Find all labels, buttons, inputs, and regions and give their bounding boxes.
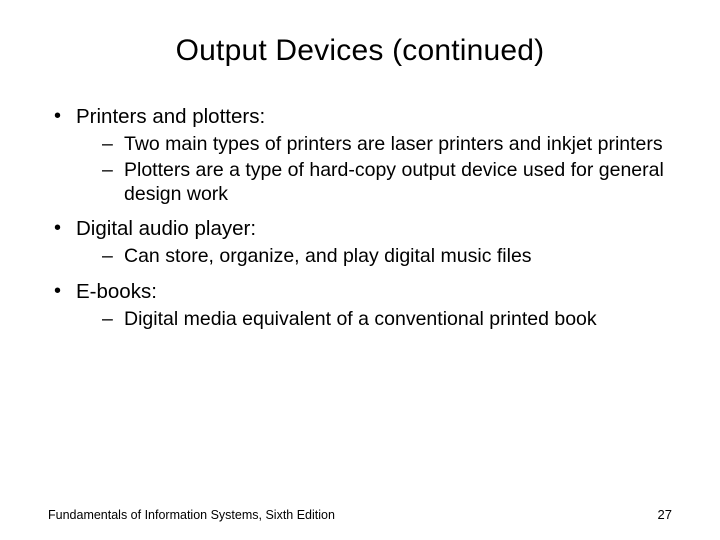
bullet-item: Printers and plotters: Two main types of… xyxy=(48,104,672,206)
sub-bullet-item: Can store, organize, and play digital mu… xyxy=(102,245,672,269)
sub-bullet-text: Two main types of printers are laser pri… xyxy=(124,133,663,155)
sub-bullet-list: Can store, organize, and play digital mu… xyxy=(76,245,672,269)
sub-bullet-list: Digital media equivalent of a convention… xyxy=(76,308,672,332)
bullet-text: E-books: xyxy=(76,280,157,303)
sub-bullet-text: Digital media equivalent of a convention… xyxy=(124,308,597,330)
slide-footer: Fundamentals of Information Systems, Six… xyxy=(48,507,672,522)
sub-bullet-text: Can store, organize, and play digital mu… xyxy=(124,245,532,267)
slide-content: Printers and plotters: Two main types of… xyxy=(48,104,672,332)
bullet-list: Printers and plotters: Two main types of… xyxy=(48,104,672,332)
sub-bullet-item: Digital media equivalent of a convention… xyxy=(102,308,672,332)
footer-text: Fundamentals of Information Systems, Six… xyxy=(48,508,335,522)
sub-bullet-item: Plotters are a type of hard-copy output … xyxy=(102,159,672,207)
bullet-item: E-books: Digital media equivalent of a c… xyxy=(48,279,672,332)
bullet-item: Digital audio player: Can store, organiz… xyxy=(48,216,672,269)
sub-bullet-list: Two main types of printers are laser pri… xyxy=(76,133,672,206)
slide: Output Devices (continued) Printers and … xyxy=(0,0,720,540)
bullet-text: Digital audio player: xyxy=(76,217,256,240)
page-number: 27 xyxy=(658,507,672,522)
sub-bullet-text: Plotters are a type of hard-copy output … xyxy=(124,159,664,205)
slide-title: Output Devices (continued) xyxy=(48,34,672,68)
bullet-text: Printers and plotters: xyxy=(76,105,265,128)
sub-bullet-item: Two main types of printers are laser pri… xyxy=(102,133,672,157)
